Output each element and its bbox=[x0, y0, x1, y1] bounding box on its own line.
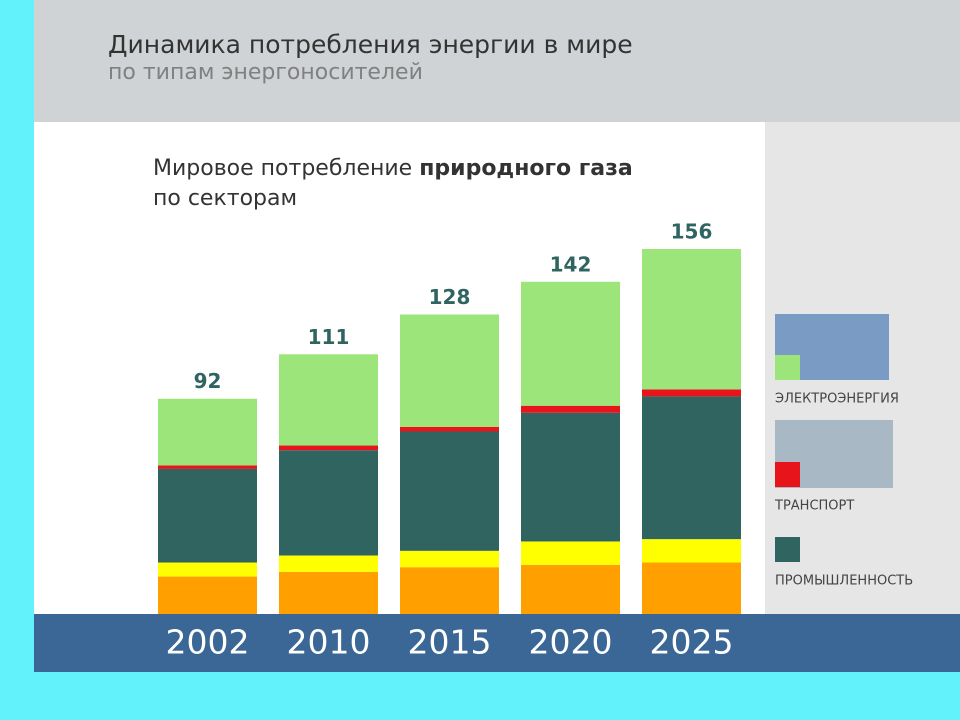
chart-title-bold: природного газа bbox=[419, 156, 633, 181]
total-label: 156 bbox=[671, 220, 713, 244]
header-band bbox=[34, 0, 960, 122]
total-label: 142 bbox=[550, 252, 592, 276]
chart-title: Мировое потребление природного газа bbox=[153, 156, 633, 181]
x-tick-label: 2010 bbox=[287, 623, 371, 662]
bar-segment bbox=[642, 562, 741, 614]
legend-label: ТРАНСПОРТ bbox=[774, 499, 854, 514]
x-tick-label: 2015 bbox=[408, 623, 492, 662]
bar-segment bbox=[400, 314, 499, 427]
header-title: Динамика потребления энергии в мире bbox=[108, 30, 633, 59]
header-subtitle: по типам энергоносителей bbox=[108, 60, 423, 85]
year-band bbox=[34, 614, 960, 672]
bar-segment bbox=[158, 398, 257, 466]
bar-segment bbox=[279, 571, 378, 614]
bar-segment bbox=[279, 354, 378, 446]
legend-swatch bbox=[775, 462, 800, 487]
x-tick-label: 2025 bbox=[650, 623, 734, 662]
total-label: 111 bbox=[308, 325, 350, 349]
bar-segment bbox=[400, 550, 499, 568]
chart-title-regular: Мировое потребление bbox=[153, 156, 412, 181]
total-label: 128 bbox=[429, 285, 471, 309]
bar-segment bbox=[158, 576, 257, 614]
bar-segment bbox=[158, 562, 257, 577]
bar-segment bbox=[521, 281, 620, 406]
bar-segment bbox=[521, 541, 620, 565]
bar-segment bbox=[521, 405, 620, 413]
total-label: 92 bbox=[194, 369, 222, 393]
bar-segment bbox=[400, 426, 499, 432]
legend-swatch bbox=[775, 355, 800, 380]
bar-segment bbox=[521, 564, 620, 614]
bar-segment bbox=[158, 465, 257, 469]
bar-segment bbox=[642, 396, 741, 540]
legend-label: ЭЛЕКТРОЭНЕРГИЯ bbox=[775, 392, 899, 407]
x-tick-label: 2002 bbox=[166, 623, 250, 662]
legend-label: ПРОМЫШЛЕННОСТЬ bbox=[775, 574, 913, 589]
chart-subtitle: по секторам bbox=[153, 186, 297, 211]
bar-segment bbox=[158, 468, 257, 563]
bar-segment bbox=[279, 555, 378, 572]
x-tick-label: 2020 bbox=[529, 623, 613, 662]
bar-segment bbox=[279, 445, 378, 451]
bar-segment bbox=[642, 539, 741, 563]
legend-swatch bbox=[775, 537, 800, 562]
bar-segment bbox=[642, 249, 741, 390]
bar-segment bbox=[642, 389, 741, 397]
bar-segment bbox=[279, 450, 378, 556]
bar-segment bbox=[400, 431, 499, 551]
bar-segment bbox=[400, 567, 499, 614]
bar-segment bbox=[521, 412, 620, 542]
